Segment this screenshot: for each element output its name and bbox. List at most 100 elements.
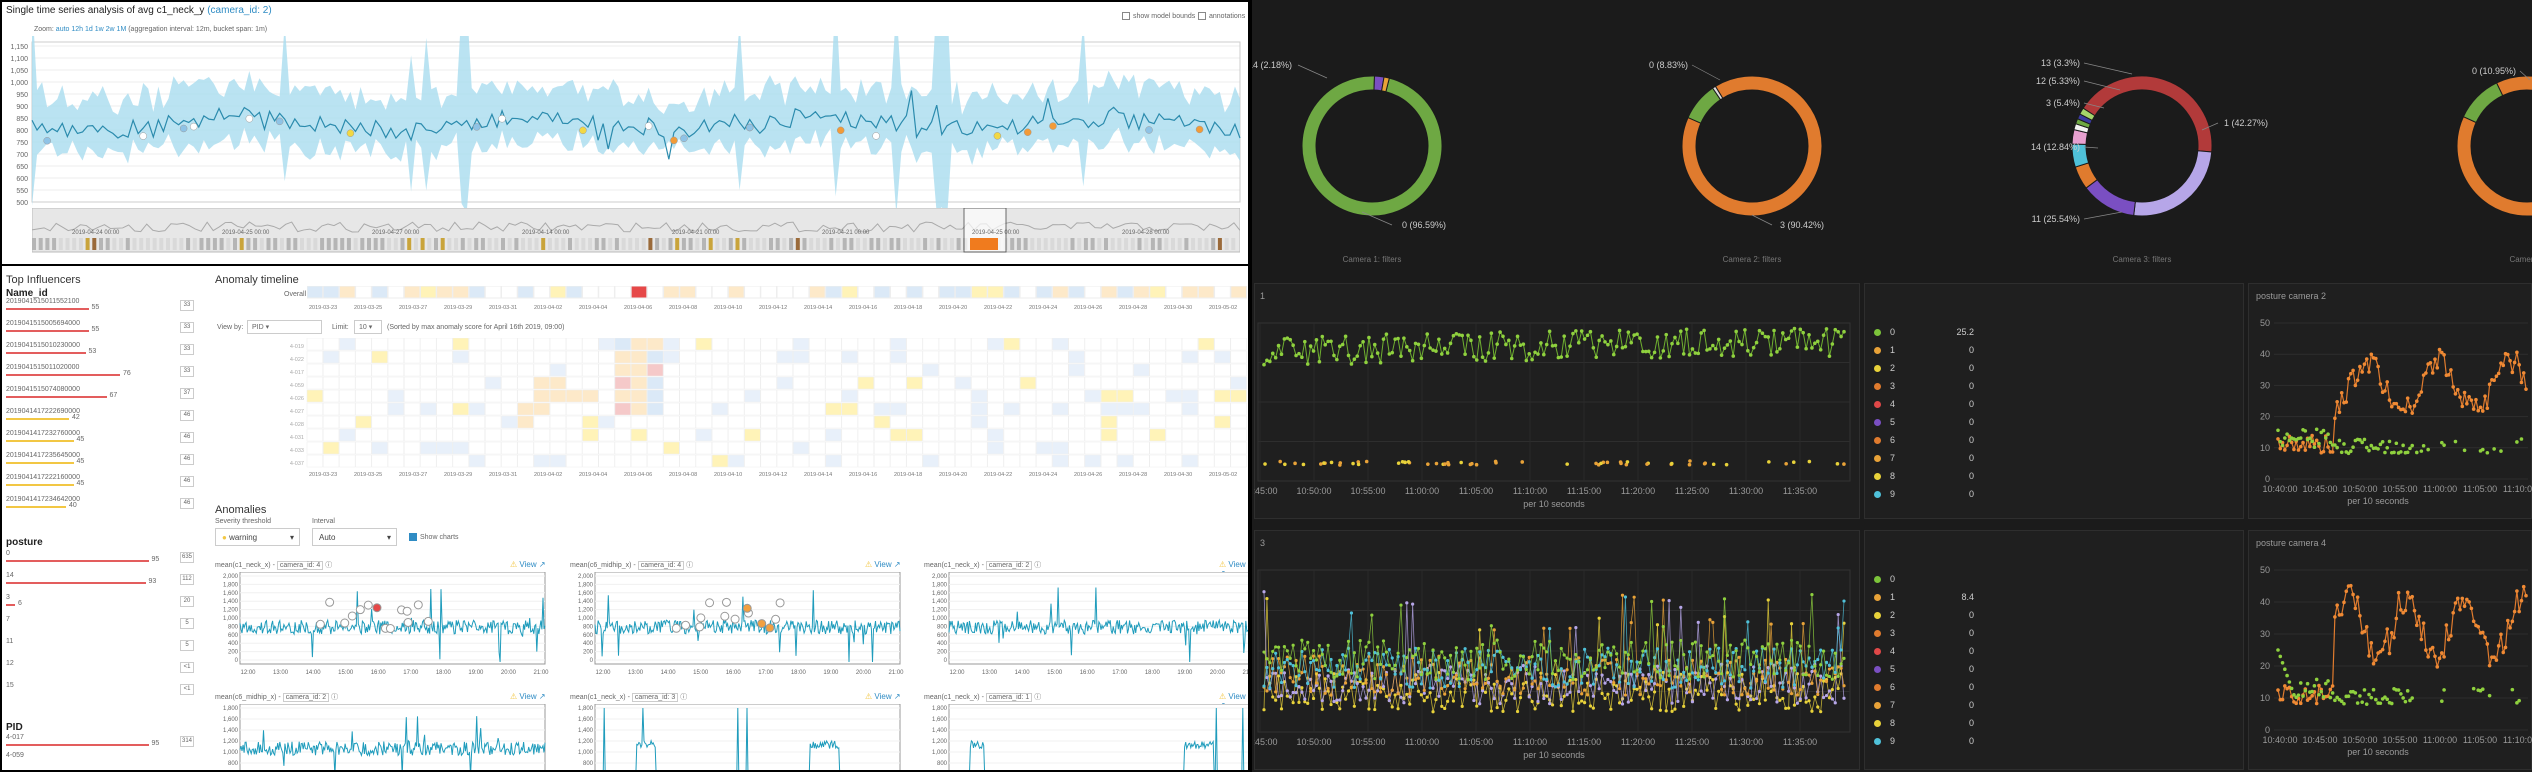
influencer-label[interactable]: 14 [6, 572, 14, 579]
influencer-label[interactable]: 3 [6, 594, 10, 601]
info-icon[interactable]: ⓘ [323, 562, 333, 569]
influencer-label[interactable]: 2019041515011020000 [6, 364, 80, 371]
zoom-option-1w[interactable]: 1w [94, 26, 106, 33]
influencer-label[interactable]: 2019041515074080000 [6, 386, 80, 393]
show-charts-toggle[interactable]: Show charts [409, 533, 459, 541]
scatter-chart-camera-3[interactable]: 310:45:0010:50:0010:55:0011:00:0011:05:0… [1254, 530, 1860, 770]
swimlane-cell [420, 454, 437, 468]
scatter-chart-camera-1[interactable]: 110:45:0010:50:0010:55:0011:00:0011:05:0… [1254, 283, 1860, 519]
influencer-label[interactable]: 2019041515010230000 [6, 342, 80, 349]
context-brush[interactable]: 2019-04-24 00:00 2019-04-25 00:00 2019-04-… [32, 208, 1240, 258]
anomaly-mini-chart[interactable]: 2,0001,8001,6001,4001,2001,0008006004002… [215, 572, 550, 690]
info-icon[interactable]: ⓘ [684, 562, 694, 569]
influencer-label[interactable]: 2019041515005694000 [6, 320, 80, 327]
zoom-options[interactable]: auto 12h 1d 1w 2w 1M [56, 26, 128, 33]
influencer-row[interactable]: 4-059 [6, 752, 171, 770]
info-icon[interactable]: ⓘ [1032, 562, 1042, 569]
influencer-row[interactable]: 0 95 [6, 550, 171, 572]
influencer-label[interactable]: 12 [6, 660, 14, 667]
zoom-option-auto[interactable]: auto [55, 26, 72, 33]
influencer-label[interactable]: 11 [6, 638, 14, 645]
influencer-row[interactable]: 12 [6, 660, 171, 682]
influencer-row[interactable]: 7 [6, 616, 171, 638]
overall-swimlane[interactable]: 2019-03-23 2019-03-25 2019-03-27 2019-03-29… [307, 286, 1247, 312]
legend-row[interactable]: 0 [1874, 572, 1974, 589]
influencer-label[interactable]: 15 [6, 682, 14, 689]
view-link[interactable]: ⚠ View ↗ [865, 560, 901, 569]
influencer-label[interactable]: 0 [6, 550, 10, 557]
influencer-label[interactable]: 2019041417232760000 [6, 430, 80, 437]
influencer-row[interactable]: 2019041515074080000 67 [6, 386, 171, 408]
anomaly-mini-chart[interactable]: 2,0001,8001,6001,4001,2001,0008006004002… [570, 572, 905, 690]
influencer-label[interactable]: 4-017 [6, 734, 24, 741]
view-link[interactable]: ⚠ View ↗ [510, 560, 546, 569]
influencer-row[interactable]: 11 [6, 638, 171, 660]
influencer-label[interactable]: 2019041417234642000 [6, 496, 80, 503]
influencer-row[interactable]: 4-017 95 [6, 734, 171, 752]
influencer-label[interactable]: 2019041417235645000 [6, 452, 80, 459]
influencer-row[interactable]: 2019041417222160000 45 [6, 474, 171, 496]
influencer-label[interactable]: 2019041417222690000 [6, 408, 80, 415]
view-link[interactable]: ⚠ View ↗ [510, 692, 546, 701]
info-icon[interactable]: ⓘ [678, 694, 688, 701]
zoom-option-12h[interactable]: 12h [71, 26, 85, 33]
x-tick-label: 11:30:00 [1729, 737, 1763, 747]
info-icon[interactable]: ⓘ [1032, 694, 1042, 701]
influencer-row[interactable]: 2019041515011552100 55 [6, 298, 171, 320]
influencer-row[interactable]: 2019041417222690000 42 [6, 408, 171, 430]
influencer-label[interactable]: 2019041417222160000 [6, 474, 80, 481]
zoom-option-1M[interactable]: 1M [116, 26, 129, 33]
limit-select[interactable]: 10 ▾ [354, 320, 382, 334]
view-link[interactable]: ⚠ View ↗ [865, 692, 901, 701]
influencer-row[interactable]: 2019041417234642000 40 [6, 496, 171, 518]
influencer-label[interactable]: 7 [6, 616, 10, 623]
influencer-label[interactable]: 4-059 [6, 752, 24, 759]
influencer-row[interactable]: 2019041515005694000 55 [6, 320, 171, 342]
annotations-checkbox[interactable]: annotations [1198, 12, 1245, 20]
influencer-row[interactable]: 2019041417232760000 45 [6, 430, 171, 452]
influencer-row[interactable]: 15 [6, 682, 171, 704]
influencer-row[interactable]: 14 93 [6, 572, 171, 594]
legend-row[interactable]: 0 25.2 [1874, 325, 1974, 342]
influencer-row[interactable]: 2019041515011020000 76 [6, 364, 171, 386]
influencer-label[interactable]: 2019041515011552100 [6, 298, 80, 305]
influencer-row[interactable]: 2019041515010230000 53 [6, 342, 171, 364]
severity-select[interactable]: ● warning ▾ [215, 528, 300, 546]
legend-row[interactable]: 1 8.4 [1874, 590, 1974, 607]
data-point [1463, 690, 1467, 694]
zoom-option-2w[interactable]: 2w [105, 26, 117, 33]
zoom-option-1d[interactable]: 1d [85, 26, 95, 33]
view-by-select[interactable]: PID ▾ [247, 320, 322, 334]
single-series-chart[interactable]: 1,1501,1001,0501,00095090085080075070065… [2, 36, 1248, 216]
swimlane-cell [306, 441, 323, 455]
anomaly-mini-chart[interactable]: 2,0001,8001,6001,4001,2001,0008006004002… [924, 572, 1250, 690]
swimlane-grid[interactable]: 4-0194-0224-0174-0594-0264-0274-0284-031… [282, 338, 1247, 498]
interval-select[interactable]: Auto ▾ [312, 528, 397, 546]
show-model-bounds-checkbox[interactable]: show model bounds [1122, 12, 1195, 20]
influencer-row[interactable]: 2019041417235645000 45 [6, 452, 171, 474]
info-icon[interactable]: ⓘ [329, 694, 339, 701]
